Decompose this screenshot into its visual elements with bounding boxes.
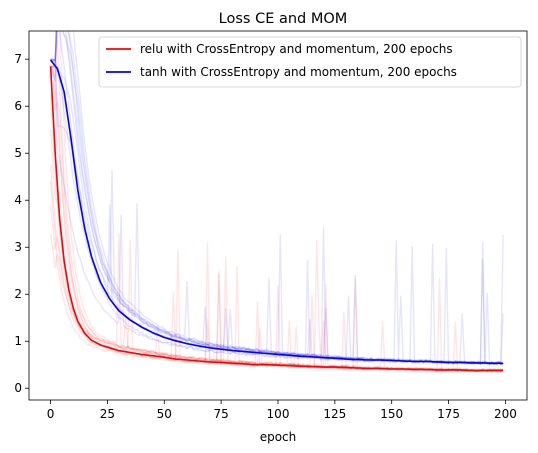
run-line-1-7 — [50, 31, 504, 365]
x-tick-label: 150 — [380, 407, 403, 421]
legend-label-relu: relu with CrossEntropy and momentum, 200… — [140, 42, 453, 56]
y-tick-label: 6 — [14, 99, 22, 113]
x-tick-label: 75 — [214, 407, 229, 421]
y-tick-label: 2 — [14, 287, 22, 301]
run-line-0-5 — [49, 233, 504, 373]
series-line-1 — [49, 59, 504, 365]
legend-box — [98, 36, 522, 88]
run-line-1-11 — [49, 31, 504, 366]
y-tick-label: 1 — [14, 334, 22, 348]
chart-title: Loss CE and MOM — [219, 11, 348, 27]
y-tick-label: 0 — [14, 381, 22, 395]
legend: relu with CrossEntropy and momentum, 200… — [98, 36, 522, 88]
x-axis-label: epoch — [260, 430, 297, 444]
plot-area — [49, 31, 504, 374]
x-tick-label: 175 — [437, 407, 460, 421]
y-tick-label: 4 — [14, 193, 22, 207]
series-line-0 — [49, 66, 504, 372]
x-tick-label: 125 — [323, 407, 346, 421]
x-tick-label: 100 — [267, 407, 290, 421]
x-tick-label: 200 — [494, 407, 517, 421]
y-tick-label: 7 — [14, 52, 22, 66]
x-tick-label: 25 — [100, 407, 115, 421]
series-lines — [49, 59, 504, 372]
x-tick-label: 0 — [47, 407, 55, 421]
y-axis: 0 1 2 3 4 5 6 7 — [14, 52, 29, 395]
run-line-0-2 — [49, 70, 504, 374]
x-tick-label: 50 — [157, 407, 172, 421]
x-axis: 0 25 50 75 100 125 150 175 200 — [47, 400, 517, 421]
y-tick-label: 3 — [14, 240, 22, 254]
run-line-1-5 — [50, 31, 504, 365]
y-tick-label: 5 — [14, 146, 22, 160]
legend-label-tanh: tanh with CrossEntropy and momentum, 200… — [140, 65, 457, 79]
